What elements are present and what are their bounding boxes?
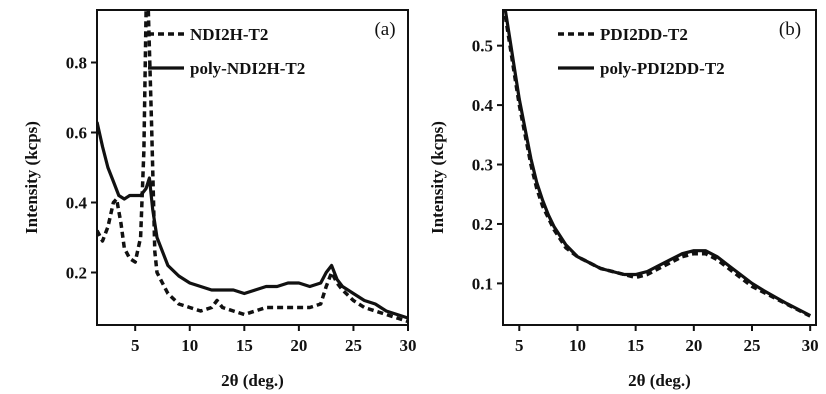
panel-label: (a) (374, 19, 395, 40)
series-line-poly-NDI2H-T2 (97, 121, 408, 320)
y-tick-label: 0.3 (472, 156, 493, 175)
y-tick-label: 0.4 (66, 194, 88, 213)
y-tick-label: 0.5 (472, 37, 493, 56)
series-line-NDI2H-T2 (97, 10, 408, 324)
y-tick-label: 0.2 (472, 215, 493, 234)
y-tick-label: 0.2 (66, 264, 87, 283)
legend-label: PDI2DD-T2 (600, 25, 688, 44)
x-axis-label: 2θ (deg.) (628, 371, 691, 390)
x-tick-label: 20 (290, 336, 307, 355)
series-group (97, 10, 408, 324)
legend-label: poly-PDI2DD-T2 (600, 59, 725, 78)
x-axis-label: 2θ (deg.) (221, 371, 284, 390)
panel-label: (b) (779, 19, 801, 40)
x-tick-label: 15 (627, 336, 644, 355)
plot-frame (502, 9, 817, 326)
plot-frame (96, 9, 409, 326)
chart-panel-a: 5 10 15 20 25 30 0.2 0.4 0.6 0.8 2θ (deg.) Intensit… (22, 9, 417, 390)
legend: NDI2H-T2 poly-NDI2H-T2 (148, 25, 305, 78)
y-axis-label: Intensity (kcps) (22, 121, 41, 234)
x-tick-label: 25 (744, 336, 761, 355)
x-tick-label: 25 (345, 336, 362, 355)
y-tick-label: 0.8 (66, 54, 87, 73)
y-tick-label: 0.1 (472, 274, 493, 293)
x-tick-label: 5 (131, 336, 140, 355)
x-tick-label: 30 (802, 336, 819, 355)
x-tick-label: 30 (400, 336, 417, 355)
x-tick-label: 10 (569, 336, 586, 355)
x-tick-label: 5 (515, 336, 524, 355)
y-tick-label: 0.6 (66, 124, 87, 143)
series-line-poly-PDI2DD-T2 (503, 10, 811, 317)
legend: PDI2DD-T2 poly-PDI2DD-T2 (558, 25, 725, 78)
legend-label: NDI2H-T2 (190, 25, 268, 44)
series-group (503, 10, 811, 318)
y-tick-label: 0.4 (472, 96, 494, 115)
chart-panel-b: 5 10 15 20 25 30 0.1 0.2 0.3 0.4 0.5 2θ (deg.) Inten… (428, 9, 819, 390)
y-axis-label: Intensity (kcps) (428, 121, 447, 234)
x-tick-label: 20 (685, 336, 702, 355)
x-tick-label: 10 (181, 336, 198, 355)
x-tick-label: 15 (236, 336, 253, 355)
legend-label: poly-NDI2H-T2 (190, 59, 305, 78)
